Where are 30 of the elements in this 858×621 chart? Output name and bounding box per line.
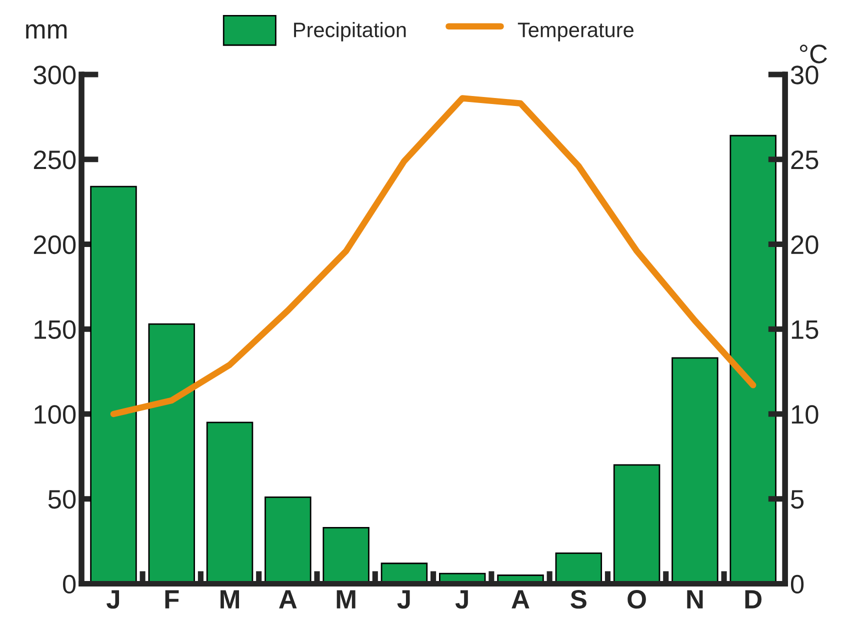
- y-axis-title: mm: [26, 24, 67, 38]
- x-tick-label: M: [220, 590, 240, 608]
- x-tick-label: M: [336, 590, 356, 608]
- y2-tick-label: 10: [792, 405, 818, 424]
- x-tick-label: J: [397, 590, 410, 609]
- y-tick-label: 50: [48, 490, 76, 509]
- y2-tick-label: 15: [792, 320, 818, 339]
- y-tick-label: 200: [34, 235, 76, 254]
- x-tick-label: A: [279, 590, 297, 608]
- x-tick-label: D: [745, 590, 762, 608]
- y2-tick-label: 25: [791, 150, 818, 170]
- y-tick-label: 150: [34, 320, 76, 339]
- x-tick-label: F: [165, 590, 179, 608]
- y2-tick-label: 30: [790, 66, 818, 84]
- legend-label: Temperature: [518, 22, 634, 42]
- y2-tick-label: 20: [791, 235, 818, 254]
- x-tick-label: S: [570, 590, 586, 609]
- x-tick-label: J: [106, 590, 120, 609]
- y-tick-label: 250: [34, 150, 76, 170]
- y2-tick-label: 5: [790, 490, 804, 509]
- x-tick-label: O: [628, 590, 646, 609]
- x-tick-label: N: [687, 590, 703, 608]
- x-tick-label: A: [512, 590, 530, 608]
- y2-tick-label: 0: [790, 574, 804, 594]
- y-tick-label: 300: [34, 66, 76, 84]
- x-tick-label: J: [455, 590, 468, 609]
- legend-label: Precipitation: [294, 22, 406, 42]
- y-tick-label: 100: [34, 405, 76, 424]
- y-tick-label: 0: [63, 574, 76, 594]
- y2-axis-title: °C: [800, 44, 828, 64]
